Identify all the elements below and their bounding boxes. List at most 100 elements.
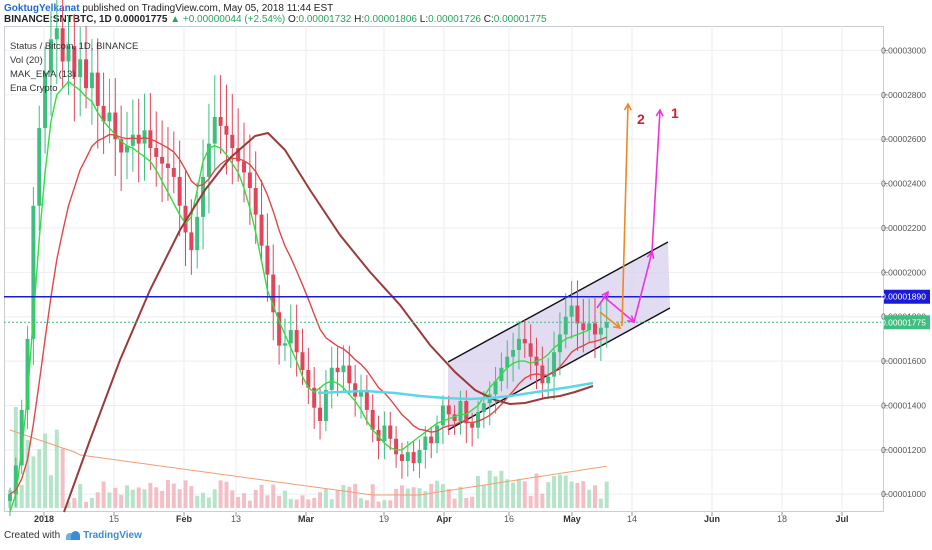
legend-vol: Vol (20) xyxy=(10,55,43,66)
candle-body xyxy=(423,436,428,450)
indicator-lines xyxy=(9,80,607,513)
y-tick-label: 0.00001200 xyxy=(881,445,926,455)
candle-body xyxy=(31,205,36,339)
orange-arrow-1-head xyxy=(612,321,622,330)
price-axis-ticks: 0.00003000 0.00002800 0.00002600 0.00002400… xyxy=(5,45,926,499)
volume-bar xyxy=(236,496,241,508)
candle-body xyxy=(171,168,176,177)
volume-bar xyxy=(224,481,229,508)
volume-bar xyxy=(60,448,65,508)
candle-body xyxy=(89,72,94,89)
volume-bar xyxy=(165,480,170,508)
volume-bar xyxy=(312,497,317,508)
candle-body xyxy=(581,323,586,331)
last-price-label: 0.00001775 xyxy=(881,317,926,327)
volume-bar xyxy=(230,490,235,508)
candle-body xyxy=(452,414,457,422)
candle-body xyxy=(394,438,399,455)
tradingview-brand: TradingView xyxy=(83,530,142,541)
volume-bar xyxy=(95,492,100,508)
volume-bar xyxy=(423,491,428,508)
volume-bar xyxy=(505,479,510,508)
volume-bar xyxy=(563,475,568,508)
candle-body xyxy=(13,465,18,495)
candle-body xyxy=(160,156,165,164)
x-tick-label: 18 xyxy=(777,514,787,524)
volume-bar xyxy=(259,484,264,508)
volume-bar xyxy=(382,500,387,508)
candle-body xyxy=(399,454,404,461)
orange-arrow-tall xyxy=(621,103,629,327)
volume-bar xyxy=(282,490,287,508)
volume-bar xyxy=(242,493,246,508)
candle-body xyxy=(347,365,352,384)
x-tick-label: 14 xyxy=(627,514,637,524)
tradingview-logo[interactable]: TradingView xyxy=(66,530,142,541)
time-axis-ticks: 2018 15 Feb 13 Mar 19 Apr 16 May 14 Jun 18 Jul xyxy=(34,26,849,524)
volume-bar xyxy=(347,486,352,508)
candle-body xyxy=(277,312,282,346)
candle-body xyxy=(165,163,170,169)
candle-body xyxy=(242,161,246,173)
volume-bar xyxy=(557,474,562,508)
volume-bar xyxy=(212,489,217,508)
volume-bar xyxy=(218,480,223,508)
candle-body xyxy=(300,352,305,370)
publish-line: GoktugYelkanat published on TradingView.… xyxy=(4,3,333,15)
candle-body xyxy=(125,145,129,153)
volume-bar xyxy=(359,498,363,508)
y-tick-label: 0.00001600 xyxy=(881,356,926,366)
volume-bar xyxy=(575,482,580,508)
footer: Created with TradingView xyxy=(4,530,142,541)
chart-header: GoktugYelkanat published on TradingView.… xyxy=(0,0,932,25)
orange-arrow-tall-head xyxy=(623,102,632,111)
volume-bar xyxy=(388,500,393,508)
candle-body xyxy=(183,205,188,233)
x-tick-label: Mar xyxy=(298,514,315,524)
candle-body xyxy=(312,387,317,408)
candle-body xyxy=(224,125,229,135)
candle-body xyxy=(335,367,340,373)
x-tick-label: Jul xyxy=(835,514,848,524)
candle-body xyxy=(294,330,299,353)
volume-bar xyxy=(329,499,334,508)
candle-body xyxy=(440,405,445,426)
candle-body xyxy=(405,452,410,461)
y-tick-label: 0.00001400 xyxy=(881,400,926,410)
candle-body xyxy=(505,356,510,368)
volume-bar xyxy=(130,489,135,508)
volume-bar xyxy=(171,483,176,508)
candle-body xyxy=(282,343,287,346)
volume-bar xyxy=(341,484,346,508)
volume-bar xyxy=(511,482,516,508)
volume-ma xyxy=(9,429,607,496)
candle-body xyxy=(154,148,159,157)
volume-bar xyxy=(48,475,53,508)
volume-bar xyxy=(353,483,358,508)
x-tick-label: May xyxy=(563,514,581,524)
candle-body xyxy=(411,452,416,464)
candle-body xyxy=(119,139,124,153)
candle-body xyxy=(271,274,276,313)
volume-bar xyxy=(107,492,112,508)
candle-body xyxy=(195,216,200,251)
volume-bar xyxy=(247,500,252,508)
author-link[interactable]: GoktugYelkanat xyxy=(4,3,80,14)
candle-body xyxy=(236,148,241,162)
candle-body xyxy=(43,72,48,129)
last-price-box xyxy=(884,315,930,330)
y-tick-label: 0.00002000 xyxy=(881,267,926,277)
candle-body xyxy=(201,176,206,217)
volume-bar xyxy=(306,499,311,508)
candle-body xyxy=(72,45,77,78)
resistance-line: 0.00001890 0.00001775 xyxy=(4,289,930,330)
volume-bar xyxy=(318,492,323,508)
candle-body xyxy=(604,322,609,328)
volume-bar xyxy=(19,484,24,508)
candle-body xyxy=(66,45,71,62)
pink-arrow-tall xyxy=(651,109,661,253)
volume-bar xyxy=(540,493,545,508)
y-tick-label: 0.00003000 xyxy=(881,45,926,55)
volume-bar xyxy=(265,495,270,508)
